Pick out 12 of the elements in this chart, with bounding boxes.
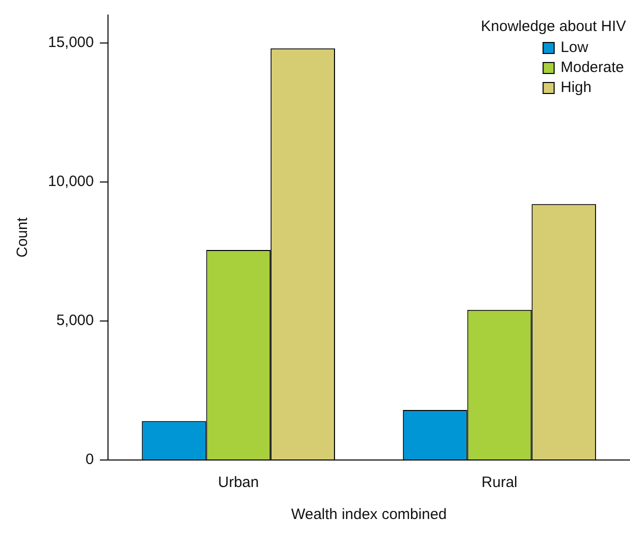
legend-label: High — [560, 79, 592, 96]
legend-title: Knowledge about HIV — [480, 18, 626, 36]
y-tick-label: 0 — [86, 451, 94, 468]
legend-label: Moderate — [560, 59, 624, 76]
x-tick-label: Rural — [482, 474, 518, 492]
y-tick-label: 10,000 — [48, 173, 94, 190]
x-tick-label: Urban — [218, 474, 259, 492]
legend-label: Low — [560, 39, 588, 56]
y-tick-label: 15,000 — [48, 34, 94, 51]
y-axis-title: Count — [14, 216, 32, 258]
y-tick-label: 5,000 — [56, 312, 94, 330]
x-axis-title: Wealth index combined — [291, 506, 447, 524]
